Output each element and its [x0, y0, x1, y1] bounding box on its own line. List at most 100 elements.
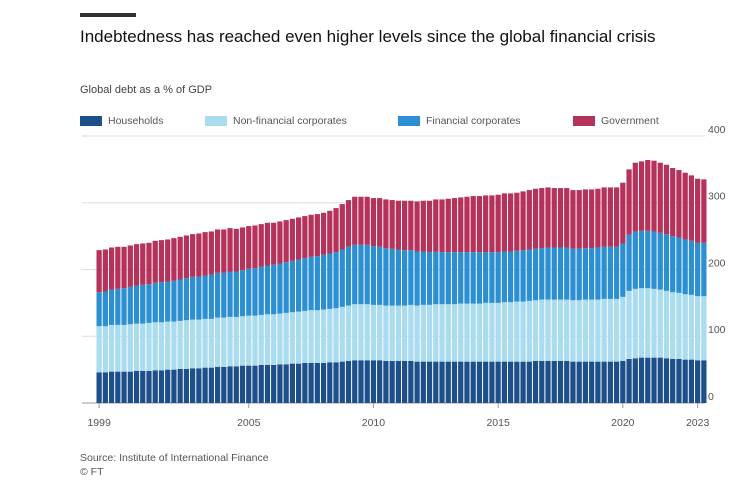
bar-segment	[545, 299, 551, 361]
bar-segment	[289, 363, 296, 403]
bar-segment	[520, 301, 526, 362]
bar-segment	[595, 188, 601, 248]
bar-segment	[239, 316, 246, 366]
bar-segment	[638, 161, 645, 231]
x-tick-label: 2010	[362, 417, 386, 429]
legend-swatch	[80, 116, 102, 126]
bar-segment	[451, 198, 458, 253]
bar-segment	[688, 294, 695, 360]
bar-segment	[271, 364, 277, 403]
bar-segment	[501, 302, 507, 362]
bar-segment	[632, 162, 638, 232]
bar-segment	[607, 187, 613, 247]
bar-segment	[613, 361, 620, 403]
bar-segment	[576, 248, 582, 301]
bar-segment	[177, 320, 183, 369]
bar-segment	[607, 361, 613, 403]
bar-segment	[146, 370, 152, 403]
bar-segment	[451, 361, 458, 403]
bar-segment	[645, 230, 651, 289]
bar-segment	[221, 366, 227, 403]
bar-segment	[214, 229, 221, 273]
bar-segment	[221, 317, 227, 367]
bar-segment	[127, 245, 133, 287]
bar-segment	[221, 272, 227, 318]
bar-segment	[345, 305, 352, 361]
bar-segment	[426, 252, 433, 305]
bar-segment	[433, 251, 439, 305]
bar-segment	[302, 258, 308, 311]
bar-segment	[645, 288, 651, 358]
bar-segment	[202, 318, 208, 368]
bar-segment	[582, 299, 589, 362]
bar-segment	[252, 268, 258, 316]
legend-swatch	[398, 116, 420, 126]
bar-segment	[682, 359, 688, 403]
bar-segment	[620, 296, 626, 361]
bar-segment	[377, 360, 383, 403]
bar-segment	[476, 361, 483, 403]
bar-segment	[208, 367, 214, 403]
bar-segment	[458, 197, 464, 253]
bar-segment	[289, 312, 296, 364]
credit: © FT	[80, 466, 104, 478]
bar-segment	[358, 244, 364, 305]
bar-segment	[476, 252, 483, 304]
bar-segment	[458, 361, 464, 403]
bar-segment	[108, 371, 115, 403]
bar-segment	[570, 248, 576, 301]
bar-segment	[495, 302, 501, 362]
bar-segment	[476, 303, 483, 362]
bar-segment	[320, 309, 327, 363]
bar-segment	[557, 360, 564, 403]
bar-segment	[582, 361, 589, 403]
bar-segment	[96, 326, 102, 373]
bar-segment	[551, 360, 557, 403]
bar-segment	[102, 372, 108, 403]
bar-segment	[495, 194, 501, 253]
bar-segment	[227, 228, 233, 272]
bar-segment	[507, 251, 514, 303]
bar-segment	[470, 252, 476, 304]
bar-segment	[152, 322, 158, 371]
bar-segment	[121, 324, 127, 372]
bar-segment	[464, 196, 470, 253]
bar-segment	[165, 321, 171, 370]
bar-segment	[246, 315, 252, 366]
bar-segment	[601, 361, 607, 403]
bar-segment	[177, 368, 183, 403]
bar-segment	[233, 271, 239, 317]
bar-segment	[495, 361, 501, 403]
bar-segment	[464, 252, 470, 304]
bar-segment	[358, 196, 364, 245]
bar-segment	[333, 252, 339, 309]
bar-segment	[127, 371, 133, 403]
bar-segment	[246, 365, 252, 403]
bar-segment	[408, 250, 414, 305]
bar-segment	[377, 246, 383, 305]
bar-segment	[676, 358, 682, 403]
y-tick-label: 100	[708, 324, 726, 336]
bar-segment	[283, 262, 289, 313]
bar-segment	[489, 302, 495, 362]
bar-segment	[545, 247, 551, 300]
bar-segment	[663, 290, 670, 359]
bar-segment	[420, 251, 426, 305]
bar-segment	[133, 370, 140, 403]
bar-segment	[339, 204, 345, 250]
bar-segment	[320, 362, 327, 403]
bar-segment	[171, 321, 177, 370]
bar-segment	[682, 172, 688, 240]
bar-segment	[688, 175, 695, 241]
bar-segment	[638, 288, 645, 358]
bar-segment	[252, 225, 258, 269]
bar-segment	[514, 250, 520, 302]
bar-segment	[352, 360, 358, 403]
bar-segment	[171, 280, 177, 322]
bar-segment	[483, 252, 489, 303]
bar-segment	[140, 243, 146, 285]
bar-segment	[152, 240, 158, 283]
bar-segment	[701, 296, 707, 361]
bar-segment	[507, 302, 514, 362]
